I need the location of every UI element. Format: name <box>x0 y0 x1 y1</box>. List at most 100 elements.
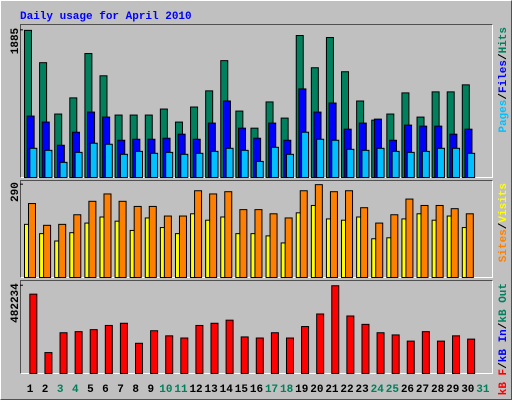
x-tick-label: 14 <box>220 384 234 396</box>
bar <box>329 191 338 278</box>
bar <box>420 204 429 278</box>
bar <box>89 142 98 179</box>
bar <box>375 222 384 279</box>
bar <box>44 352 53 375</box>
bar <box>270 146 279 179</box>
bar <box>43 224 52 278</box>
y-tick-label: 1885 <box>10 27 22 54</box>
bar <box>239 209 248 279</box>
bar <box>301 326 310 375</box>
bar <box>346 148 355 179</box>
bar <box>376 147 385 178</box>
bar <box>240 149 249 178</box>
bar <box>467 152 476 179</box>
legend: kB F/kB In/kB Out <box>498 283 510 395</box>
bar <box>74 331 83 374</box>
x-tick-label: 25 <box>386 384 400 396</box>
bar <box>195 152 204 179</box>
bar <box>195 324 204 374</box>
bar <box>165 335 174 375</box>
x-tick-label: 6 <box>102 384 109 396</box>
bar <box>346 315 355 374</box>
bar <box>254 209 263 279</box>
bar <box>299 190 308 278</box>
bar <box>240 336 249 375</box>
x-tick-label: 5 <box>87 384 94 396</box>
bar <box>390 214 399 278</box>
legend-separator: / <box>498 53 510 60</box>
x-tick-label: 17 <box>265 384 278 396</box>
bar <box>361 149 370 178</box>
bar <box>391 150 400 178</box>
bar <box>225 319 234 374</box>
panel-shadow <box>20 180 493 278</box>
bar <box>255 337 264 375</box>
bar <box>29 147 38 178</box>
legend-separator: / <box>498 362 510 369</box>
chart-title: Daily usage for April 2010 <box>20 11 192 23</box>
bar <box>209 193 218 278</box>
bar <box>103 193 112 278</box>
bar <box>331 285 340 374</box>
bar <box>314 184 323 278</box>
x-tick-label: 29 <box>446 384 459 396</box>
bar <box>405 198 414 278</box>
legend: Sites/Visits <box>498 183 510 262</box>
bar <box>316 313 325 374</box>
x-tick-label: 4 <box>72 384 79 396</box>
bar <box>104 324 113 374</box>
bar <box>406 340 415 375</box>
bar <box>406 151 415 179</box>
legend-separator: / <box>498 222 510 229</box>
bar <box>467 338 476 375</box>
x-tick-label: 27 <box>416 384 429 396</box>
x-tick-label: 23 <box>356 384 370 396</box>
bar <box>165 151 174 179</box>
bar <box>376 332 385 375</box>
bar <box>316 138 325 178</box>
bar <box>436 147 445 178</box>
bar <box>345 190 354 278</box>
x-tick-label: 19 <box>295 384 308 396</box>
x-tick-label: 20 <box>310 384 323 396</box>
bar <box>284 217 293 278</box>
panel-shadow <box>20 24 493 178</box>
x-tick-label: 28 <box>431 384 445 396</box>
x-tick-label: 2 <box>42 384 49 396</box>
bar <box>178 215 187 278</box>
bar <box>194 190 203 278</box>
bar <box>73 214 82 278</box>
x-tick-label: 31 <box>476 384 490 396</box>
bar <box>421 150 430 178</box>
x-tick-label: 12 <box>189 384 202 396</box>
x-tick-label: 15 <box>235 384 249 396</box>
bar <box>119 322 128 374</box>
bar <box>331 139 340 179</box>
bar <box>89 329 98 375</box>
legend-entry: kB In <box>498 329 510 362</box>
bar <box>361 323 370 374</box>
legend-entry: Files <box>498 60 510 93</box>
legend-separator: / <box>498 322 510 329</box>
bar <box>210 322 219 374</box>
bar <box>421 331 430 374</box>
bar <box>180 153 189 178</box>
bar <box>88 200 97 278</box>
legend-separator: / <box>498 93 510 100</box>
legend-entry: Sites <box>498 229 510 262</box>
panel-shadow <box>20 280 493 374</box>
bar <box>58 223 67 279</box>
bar <box>59 161 68 179</box>
bar <box>133 205 142 278</box>
x-tick-label: 11 <box>174 384 188 396</box>
legend-entry: kB Out <box>498 283 510 323</box>
bar <box>163 215 172 278</box>
bar <box>301 131 310 178</box>
x-tick-label: 13 <box>205 384 219 396</box>
x-tick-label: 9 <box>147 384 154 396</box>
bar <box>135 150 144 178</box>
bar <box>119 153 128 178</box>
bar <box>391 334 400 375</box>
bar <box>150 152 159 179</box>
